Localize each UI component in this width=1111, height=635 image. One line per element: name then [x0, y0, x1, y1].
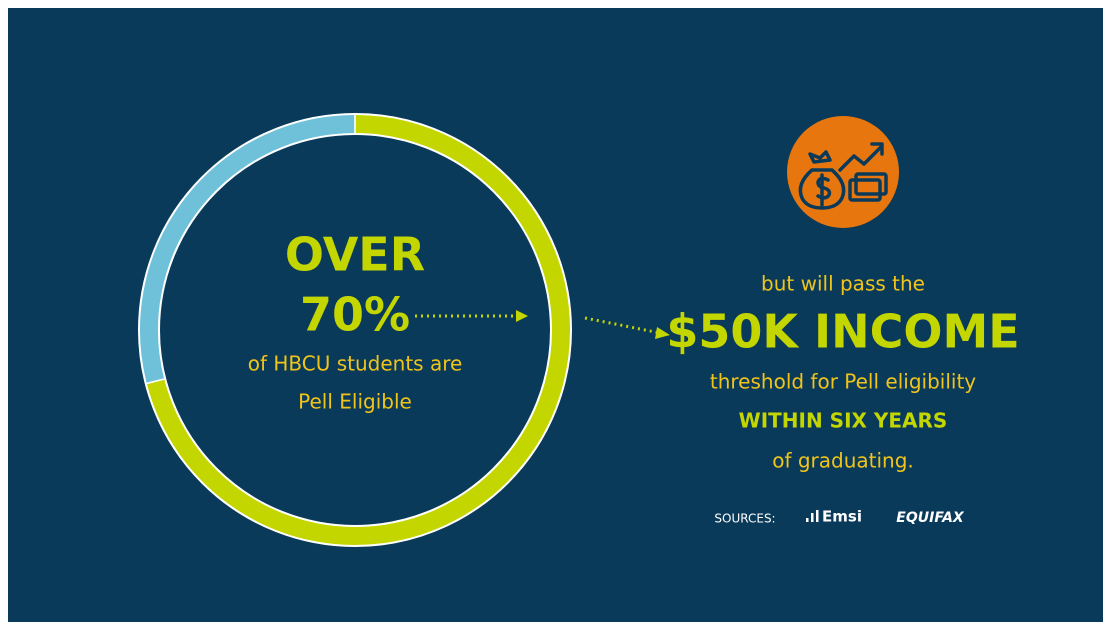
ring-segment: [140, 115, 355, 383]
headline: OVER: [285, 228, 425, 282]
logo-bars: [806, 510, 819, 522]
sources-label: SOURCES:: [714, 512, 775, 526]
arrow-head: [655, 327, 670, 339]
text: of HBCU students are: [248, 352, 463, 376]
headline: 70%: [300, 288, 410, 342]
ring-segment: [146, 115, 570, 545]
text: but will pass the: [761, 272, 925, 296]
text: of graduating.: [772, 449, 914, 473]
source-logo: EQUIFAX: [896, 510, 965, 526]
arrow-head: [516, 310, 528, 322]
text: Pell Eligible: [298, 390, 412, 414]
source-logo: Emsi: [822, 508, 862, 526]
icon: [787, 116, 899, 228]
ring: [138, 113, 572, 547]
headline: $50K INCOME: [666, 305, 1019, 359]
emphasis: WITHIN SIX YEARS: [739, 409, 948, 433]
text: threshold for Pell eligibility: [710, 370, 976, 394]
arrow: [584, 316, 661, 335]
